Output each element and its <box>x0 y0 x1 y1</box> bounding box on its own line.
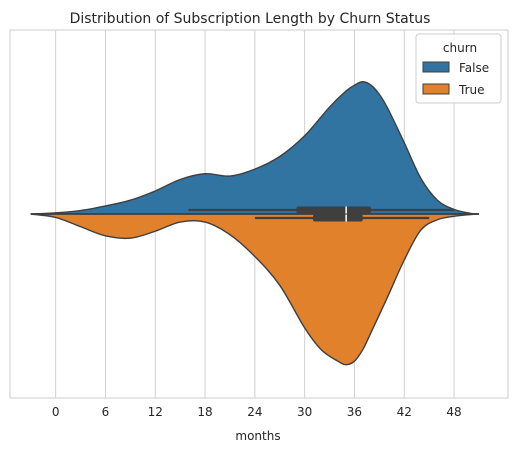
x-tick-label: 18 <box>197 405 212 419</box>
x-tick-label: 30 <box>297 405 312 419</box>
iqr-box-false <box>296 206 372 214</box>
x-tick-label: 48 <box>446 405 461 419</box>
legend: churn False True <box>415 33 502 104</box>
legend-title: churn <box>443 41 477 55</box>
x-tick-label: 24 <box>247 405 262 419</box>
violin-true <box>30 213 480 366</box>
violin-false <box>30 81 480 215</box>
chart-title: Distribution of Subscription Length by C… <box>70 11 431 27</box>
x-axis-label: months <box>235 429 280 443</box>
x-tick-label: 42 <box>397 405 412 419</box>
legend-label-false: False <box>459 61 489 75</box>
legend-label-true: True <box>458 83 485 97</box>
x-tick-label: 36 <box>347 405 362 419</box>
x-tick-label: 0 <box>52 405 60 419</box>
x-tick-label: 12 <box>148 405 163 419</box>
legend-swatch-true <box>422 83 450 95</box>
violins <box>30 81 480 366</box>
legend-swatch-false <box>422 61 450 73</box>
iqr-box-true <box>312 214 363 222</box>
x-tick-label: 6 <box>102 405 110 419</box>
inner-boxes <box>188 206 455 222</box>
x-tick-labels: 0 6 12 18 24 30 36 42 48 <box>52 405 462 419</box>
